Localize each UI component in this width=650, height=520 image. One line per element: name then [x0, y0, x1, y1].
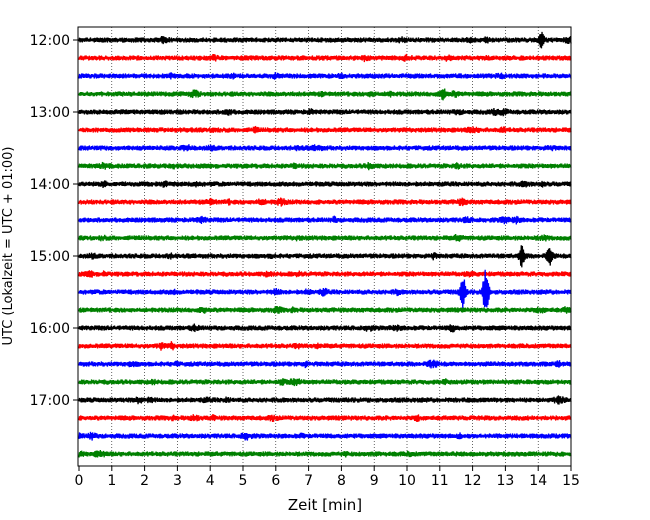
y-axis-ticks: 12:00 13:00 14:00 15:00 16:00 17:00	[30, 33, 79, 409]
x-tick-label: 2	[140, 473, 149, 489]
seismic-trace	[78, 144, 572, 152]
seismic-trace	[78, 395, 572, 405]
x-tick-label: 14	[529, 473, 547, 489]
y-tick-label: 13:00	[30, 105, 70, 121]
x-tick-label: 12	[464, 473, 482, 489]
x-tick-label: 6	[271, 473, 280, 489]
seismic-trace	[78, 449, 572, 458]
seismic-trace	[78, 215, 572, 225]
seismic-trace	[78, 245, 572, 268]
x-tick-label: 5	[239, 473, 248, 489]
grid-lines	[111, 27, 539, 466]
y-tick-label: 16:00	[30, 321, 70, 337]
seismic-trace	[78, 161, 572, 171]
x-tick-label: 3	[173, 473, 182, 489]
seismic-trace	[78, 197, 572, 207]
seismic-trace	[78, 270, 572, 278]
seismic-trace	[78, 378, 572, 387]
x-tick-label: 13	[496, 473, 514, 489]
x-tick-label: 8	[337, 473, 346, 489]
y-tick-label: 14:00	[30, 177, 70, 193]
seismic-trace	[78, 31, 572, 49]
seismic-trace	[78, 341, 572, 351]
y-tick-label: 15:00	[30, 249, 70, 265]
x-tick-label: 7	[304, 473, 313, 489]
x-tick-label: 15	[562, 473, 580, 489]
plot-frame	[77, 26, 572, 467]
y-tick-label: 17:00	[30, 393, 70, 409]
x-tick-label: 11	[431, 473, 449, 489]
seismic-trace	[78, 431, 572, 441]
seismic-trace	[78, 413, 572, 423]
x-tick-label: 9	[370, 473, 379, 489]
x-axis-label: Zeit [min]	[288, 496, 362, 514]
y-tick-label: 12:00	[30, 33, 70, 49]
seismic-traces	[78, 31, 572, 458]
x-tick-label: 1	[107, 473, 116, 489]
x-axis-ticks: 0 1 2 3 4 5 6 7 8 9 10 11 12 13 14 15	[75, 466, 580, 489]
x-tick-label: 4	[206, 473, 215, 489]
seismic-trace	[78, 88, 572, 101]
seismic-trace	[78, 323, 572, 333]
seismic-trace	[78, 359, 572, 369]
seismic-trace	[78, 107, 572, 117]
x-tick-label: 10	[398, 473, 416, 489]
seismic-trace	[78, 305, 572, 314]
seismic-trace	[78, 269, 572, 310]
x-tick-label: 0	[75, 473, 84, 489]
seismic-trace	[78, 53, 572, 63]
seismic-trace	[78, 125, 572, 134]
seismic-trace	[78, 180, 572, 189]
seismic-trace	[78, 72, 572, 80]
seismic-trace	[78, 234, 572, 242]
y-axis-label: UTC (Lokalzeit = UTC + 01:00)	[1, 147, 16, 346]
